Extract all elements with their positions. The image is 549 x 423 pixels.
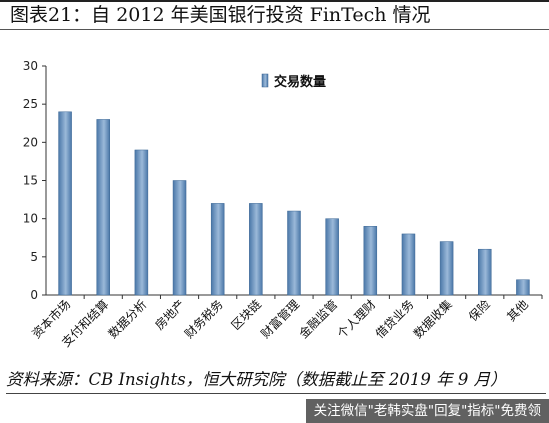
x-tick-label: 财富管理: [258, 297, 303, 342]
legend: 交易数量: [261, 73, 326, 90]
bar-7: [287, 210, 301, 296]
bar-1: [58, 111, 72, 296]
x-tick-label: 数据收集: [410, 297, 455, 342]
bar-5: [210, 203, 225, 296]
legend-swatch: [261, 73, 269, 88]
bar-3: [134, 149, 149, 296]
y-tick-label: 15: [23, 174, 38, 188]
watermark-banner: 关注微信"老韩实盘"回复"指标"免费领: [305, 399, 549, 423]
x-tick-label: 金融监管: [296, 297, 341, 342]
x-tick-label: 数据分析: [105, 297, 150, 342]
x-tick-label: 个人理财: [335, 297, 379, 341]
x-tick-label: 其他: [504, 297, 531, 324]
x-tick-label: 保险: [465, 297, 493, 325]
bar-12: [478, 248, 492, 296]
y-tick-label: 0: [30, 288, 38, 302]
chart-title: 图表21：自 2012 年美国银行投资 FinTech 情况: [0, 0, 549, 30]
bar-4: [172, 180, 187, 296]
bar-6: [249, 203, 263, 296]
bar-10: [401, 233, 416, 296]
y-tick-label: 20: [23, 135, 38, 149]
bar-9: [363, 226, 378, 296]
x-tick-label: 区块链: [228, 297, 264, 333]
y-tick-label: 25: [23, 97, 38, 111]
bar-series: [58, 111, 530, 296]
x-tick-label: 房地产: [152, 297, 188, 333]
bar-11: [439, 241, 454, 296]
legend-label: 交易数量: [274, 74, 326, 90]
source-note: 资料来源：CB Insights，恒大研究院（数据截止至 2019 年 9 月）: [6, 367, 546, 394]
bar-2: [96, 119, 110, 296]
bar-8: [325, 218, 339, 296]
y-tick-label: 5: [30, 250, 38, 264]
x-tick-label: 借贷业务: [372, 297, 417, 342]
y-tick-label: 30: [23, 59, 38, 73]
bar-13: [516, 279, 530, 296]
y-tick-label: 10: [23, 212, 38, 226]
x-tick-label: 财务税务: [181, 297, 226, 342]
y-axis: 0 5 10 15 20 25 30: [23, 59, 47, 302]
